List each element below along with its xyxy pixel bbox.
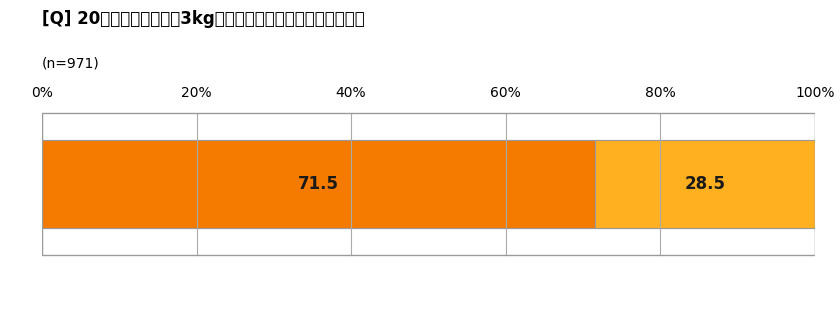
Bar (42, 228, 815, 255)
Bar (595, 140, 815, 228)
Text: 71.5: 71.5 (297, 175, 339, 193)
Bar (42, 113, 815, 255)
Bar (42, 113, 815, 140)
Text: [Q] 20代の頃と比べて、3kg以上の体重の増減がありますか？: [Q] 20代の頃と比べて、3kg以上の体重の増減がありますか？ (42, 10, 365, 28)
Bar (42, 140, 595, 228)
Text: 28.5: 28.5 (684, 175, 725, 193)
Text: (n=971): (n=971) (42, 56, 100, 70)
